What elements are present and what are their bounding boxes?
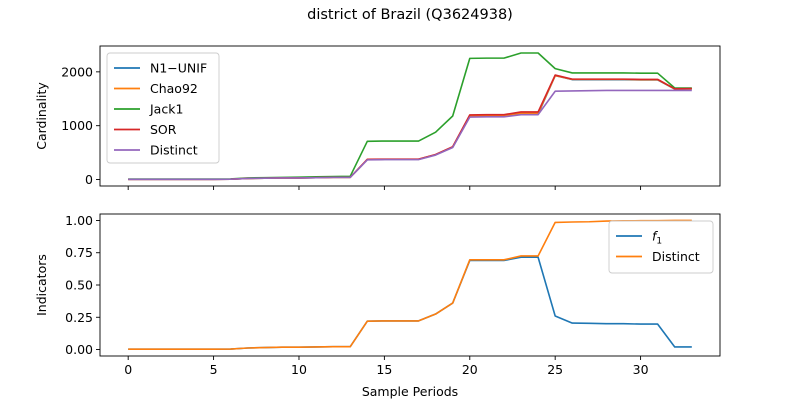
panels-layer: 0 1000 2000 Cardinality N1−UNIF Chao92 Jack1 SO…	[34, 45, 721, 377]
legend-box	[106, 52, 220, 164]
chart-title: district of Brazil (Q3624938)	[307, 7, 513, 23]
y-tick-label: 0.75	[65, 245, 93, 260]
y-tick-label: 2000	[61, 64, 93, 79]
x-tick-label: 0	[124, 362, 132, 377]
legend: N1−UNIF Chao92 Jack1 SOR Distinct	[106, 52, 220, 164]
legend-label: Chao92	[150, 81, 198, 96]
legend-label: Distinct	[652, 249, 700, 264]
panel-2: 0.00 0.25 0.50 0.75 1.00 0 5 10 15 20 25 30 Indicato…	[34, 213, 721, 377]
series-line-2-1	[128, 256, 692, 350]
x-tick-label: 5	[210, 362, 218, 377]
x-tick-label: 15	[376, 362, 392, 377]
y-tick-label: 0	[85, 172, 93, 187]
y-tick-label: 0.00	[65, 342, 93, 357]
y-tick-label: 0.50	[65, 278, 93, 293]
y-axis-label: Indicators	[34, 254, 49, 316]
legend-label: Distinct	[150, 143, 198, 158]
y-axis-label: Cardinality	[34, 82, 49, 150]
y-tick-label: 1000	[61, 118, 93, 133]
x-tick-label: 10	[291, 362, 307, 377]
plot-frame	[99, 45, 721, 187]
legend-label: SOR	[150, 122, 177, 137]
legend: f1 Distinct	[608, 220, 714, 274]
x-tick-label: 25	[547, 362, 563, 377]
series-line-2-2	[128, 219, 692, 350]
legend-label: N1−UNIF	[150, 61, 207, 76]
x-axis-label: Sample Periods	[362, 384, 458, 399]
legend-box	[608, 220, 714, 274]
panel-1: 0 1000 2000 Cardinality N1−UNIF Chao92 Jack1 SO…	[34, 45, 721, 190]
x-tick-label: 20	[462, 362, 478, 377]
legend-label: f1	[652, 229, 662, 247]
y-tick-label: 0.25	[65, 310, 93, 325]
legend-label: Jack1	[149, 102, 183, 117]
x-tick-label: 30	[633, 362, 649, 377]
y-tick-label: 1.00	[65, 213, 93, 228]
series-line-1-5	[128, 89, 692, 181]
